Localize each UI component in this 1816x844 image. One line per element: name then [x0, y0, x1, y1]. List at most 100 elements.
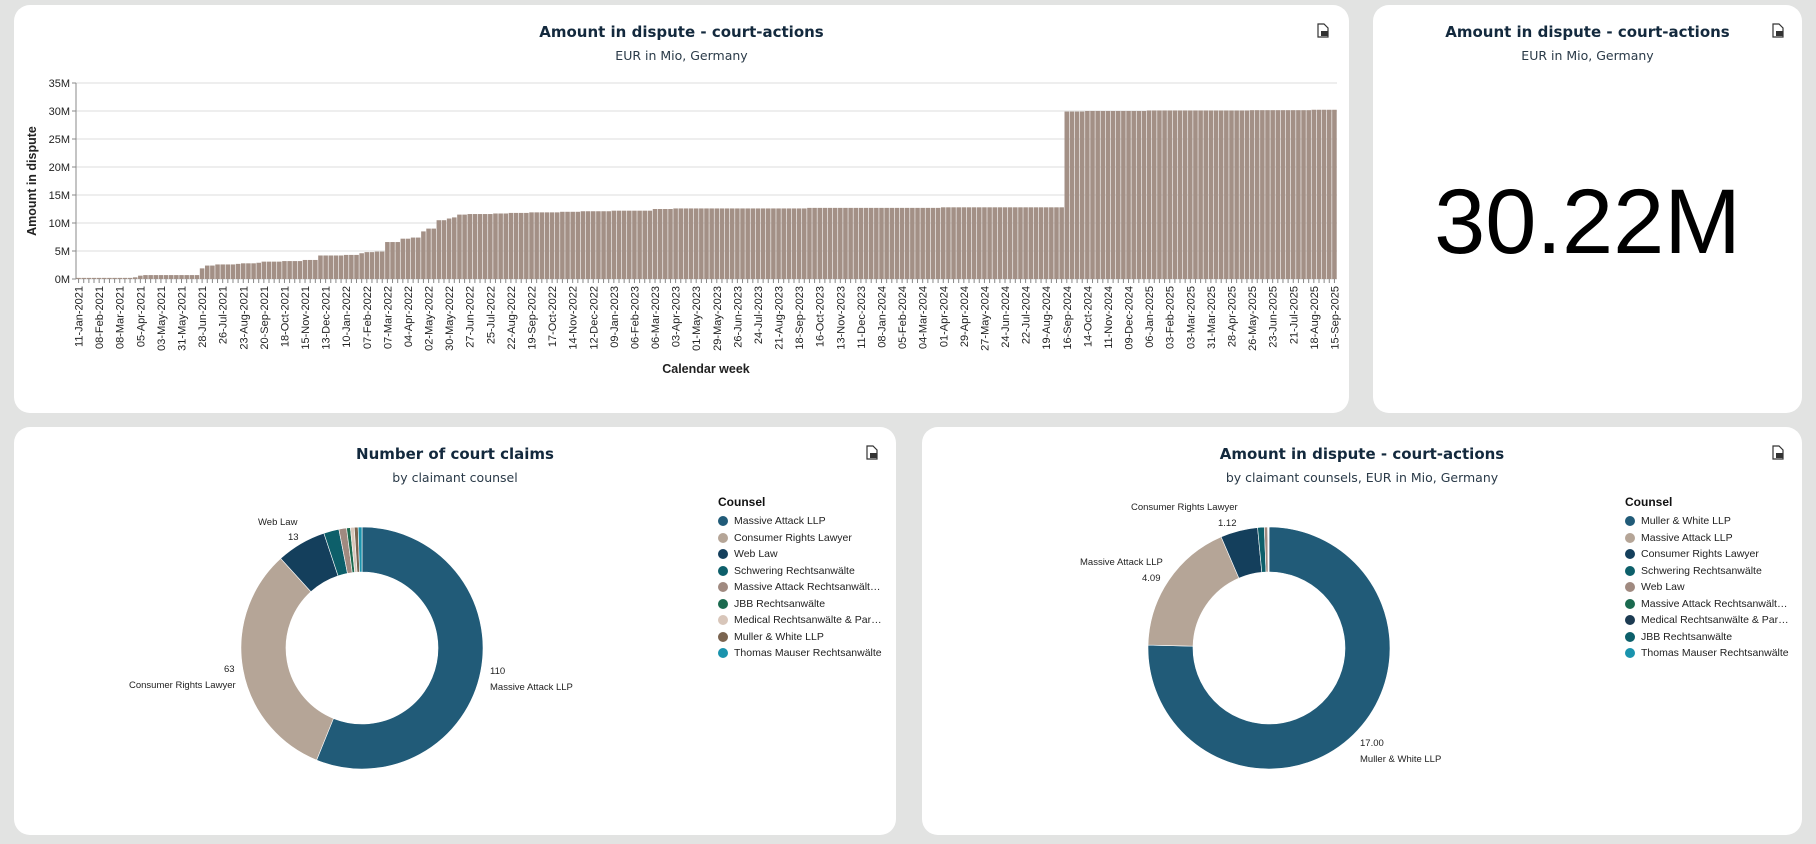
bar[interactable]: [884, 207, 889, 279]
bar[interactable]: [1049, 207, 1054, 279]
bar[interactable]: [225, 264, 231, 279]
bar[interactable]: [354, 254, 359, 279]
bar[interactable]: [415, 237, 421, 279]
bar[interactable]: [81, 277, 86, 279]
bar[interactable]: [436, 220, 442, 279]
bar[interactable]: [132, 277, 138, 279]
bar[interactable]: [627, 210, 632, 279]
donut-slice[interactable]: [240, 558, 334, 761]
bar[interactable]: [570, 211, 575, 279]
bar[interactable]: [477, 214, 483, 279]
bar[interactable]: [168, 275, 174, 279]
bar[interactable]: [678, 208, 684, 279]
bar[interactable]: [1296, 110, 1301, 279]
bar[interactable]: [755, 208, 761, 279]
bar[interactable]: [946, 207, 951, 279]
bar[interactable]: [1224, 110, 1229, 279]
bar[interactable]: [1182, 110, 1188, 279]
legend-item[interactable]: Muller & White LLP: [718, 629, 882, 646]
bar[interactable]: [441, 220, 447, 279]
bar[interactable]: [184, 275, 189, 279]
bar[interactable]: [1332, 109, 1337, 279]
bar[interactable]: [107, 277, 112, 279]
bar[interactable]: [343, 254, 349, 279]
bar[interactable]: [323, 255, 328, 279]
bar[interactable]: [220, 264, 225, 279]
bar[interactable]: [251, 263, 256, 279]
bar[interactable]: [683, 208, 689, 279]
bar[interactable]: [446, 218, 452, 279]
bar[interactable]: [802, 208, 807, 279]
bar[interactable]: [915, 207, 920, 279]
bar[interactable]: [740, 208, 745, 279]
bar[interactable]: [318, 255, 323, 279]
bar[interactable]: [1033, 207, 1039, 279]
bar[interactable]: [102, 277, 107, 279]
bar[interactable]: [210, 265, 215, 279]
bar[interactable]: [1311, 109, 1317, 279]
bar[interactable]: [163, 275, 169, 279]
bar[interactable]: [462, 214, 467, 279]
bar[interactable]: [1141, 111, 1147, 279]
legend-item[interactable]: Massive Attack LLP: [1625, 530, 1789, 547]
bar[interactable]: [1105, 111, 1111, 279]
bar[interactable]: [596, 211, 601, 279]
bar[interactable]: [349, 254, 354, 279]
bar[interactable]: [1110, 111, 1116, 279]
bar[interactable]: [637, 210, 642, 279]
bar[interactable]: [199, 268, 205, 279]
bar[interactable]: [1306, 110, 1311, 279]
bar[interactable]: [1244, 110, 1250, 279]
bar[interactable]: [940, 207, 946, 279]
bar[interactable]: [1002, 207, 1008, 279]
bar[interactable]: [822, 207, 828, 279]
bar[interactable]: [560, 211, 565, 279]
bar[interactable]: [359, 253, 364, 279]
export-file-icon[interactable]: [1772, 23, 1784, 38]
bar[interactable]: [657, 209, 663, 279]
bar[interactable]: [488, 214, 493, 279]
legend-item[interactable]: JBB Rechtsanwälte: [1625, 629, 1789, 646]
bar[interactable]: [1059, 207, 1064, 279]
bar[interactable]: [843, 207, 848, 279]
bar[interactable]: [807, 207, 812, 279]
bar[interactable]: [590, 211, 596, 279]
bar[interactable]: [241, 263, 246, 279]
bar[interactable]: [472, 214, 478, 279]
bar[interactable]: [518, 212, 524, 279]
legend-item[interactable]: Consumer Rights Lawyer: [718, 530, 882, 547]
bar[interactable]: [549, 212, 555, 279]
bar[interactable]: [899, 207, 905, 279]
bar[interactable]: [271, 261, 277, 279]
bar[interactable]: [760, 208, 766, 279]
donut-slice[interactable]: [1147, 536, 1240, 647]
bar[interactable]: [138, 275, 143, 279]
bar[interactable]: [539, 212, 545, 279]
bar[interactable]: [771, 208, 776, 279]
bar[interactable]: [765, 208, 771, 279]
bar[interactable]: [632, 210, 637, 279]
bar[interactable]: [1327, 109, 1332, 279]
bar[interactable]: [498, 213, 503, 279]
legend-item[interactable]: Thomas Mauser Rechtsanwälte: [718, 645, 882, 662]
bar[interactable]: [277, 261, 282, 279]
bar[interactable]: [982, 207, 987, 279]
bar[interactable]: [395, 242, 400, 279]
bar[interactable]: [1265, 110, 1270, 279]
bar[interactable]: [961, 207, 967, 279]
bar[interactable]: [1260, 110, 1265, 279]
bar[interactable]: [971, 207, 977, 279]
bar[interactable]: [1198, 110, 1203, 279]
bar[interactable]: [1023, 207, 1028, 279]
legend-item[interactable]: Medical Rechtsanwälte & Par…: [1625, 612, 1789, 629]
bar[interactable]: [920, 207, 925, 279]
bar[interactable]: [910, 207, 915, 279]
bar[interactable]: [503, 213, 509, 279]
bar[interactable]: [204, 265, 210, 279]
bar[interactable]: [189, 275, 195, 279]
bar[interactable]: [838, 207, 843, 279]
bar[interactable]: [1043, 207, 1049, 279]
donut-slice[interactable]: [1147, 526, 1391, 770]
bar[interactable]: [729, 208, 735, 279]
bar[interactable]: [112, 277, 117, 279]
